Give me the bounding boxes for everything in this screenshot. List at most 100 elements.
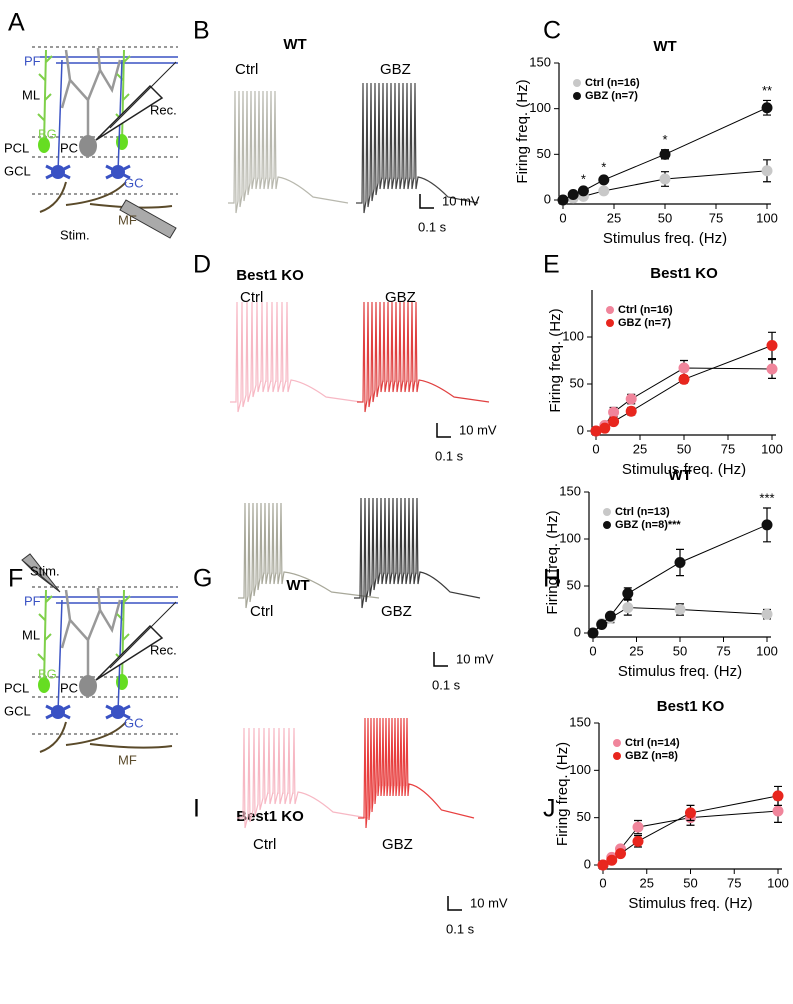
data-point [678, 362, 690, 374]
scale-label: 10 mV [470, 895, 508, 910]
diagram-label: PCL [4, 140, 29, 155]
diagram-label: ML [22, 627, 40, 642]
y-axis-label: Firing freq. (Hz) [544, 510, 561, 614]
y-tick-label: 0 [577, 422, 584, 437]
recording-pipette [95, 624, 164, 681]
x-tick-label: 0 [589, 643, 596, 658]
chart-title: Best1 KO [657, 698, 725, 715]
legend-label: Ctrl (n=16) [618, 304, 673, 316]
bergmann-soma [116, 674, 128, 690]
y-tick-label: 100 [569, 762, 591, 777]
scale-bar [436, 423, 451, 438]
diagram-label: GCL [4, 703, 31, 718]
data-point [761, 519, 773, 531]
data-point [587, 627, 599, 639]
diagram-label: Rec. [150, 642, 177, 657]
condition-label: Ctrl [235, 61, 258, 78]
granule-soma [111, 165, 125, 179]
mossy-fiber [39, 181, 173, 213]
diagram-label: Stim. [30, 563, 60, 578]
legend-marker [606, 306, 614, 314]
x-axis-label: Stimulus freq. (Hz) [603, 230, 727, 247]
panel-label: D [193, 251, 211, 279]
diagram-label: Rec. [150, 102, 177, 117]
recording-pipette [95, 84, 164, 141]
data-point [598, 174, 610, 186]
data-point [761, 102, 773, 114]
x-tick-label: 25 [640, 875, 654, 890]
granule-soma [51, 165, 65, 179]
legend-label: GBZ (n=7) [618, 317, 671, 329]
scale-label: 10 mV [456, 651, 494, 666]
diagram-label: ML [22, 87, 40, 102]
granule-axon [57, 599, 63, 713]
condition-label: GBZ [381, 603, 412, 620]
panel-label: I [193, 795, 200, 823]
condition-label: GBZ [380, 61, 411, 78]
purkinje-soma [79, 135, 97, 157]
panel-label: F [8, 565, 23, 593]
significance-mark: ** [762, 83, 772, 98]
data-point [625, 405, 637, 417]
trace-title: Best1 KO [236, 267, 304, 284]
data-point [761, 608, 773, 620]
y-tick-label: 100 [559, 530, 581, 545]
legend-marker [573, 92, 581, 100]
significance-mark: *** [759, 490, 774, 505]
panel-label: B [193, 17, 210, 45]
data-point [606, 854, 618, 866]
data-point [685, 807, 696, 819]
x-tick-label: 100 [756, 210, 778, 225]
stim-electrode [21, 553, 61, 593]
voltage-trace [357, 301, 490, 413]
scale-bar [433, 652, 448, 667]
x-tick-label: 25 [607, 210, 621, 225]
x-tick-label: 50 [677, 441, 691, 456]
data-point [625, 393, 637, 405]
panel-label: E [543, 251, 560, 279]
x-tick-label: 0 [599, 875, 606, 890]
data-point [567, 189, 579, 201]
voltage-trace [356, 82, 479, 214]
condition-label: GBZ [385, 289, 416, 306]
voltage-trace [230, 301, 362, 413]
stim-electrode [119, 199, 177, 239]
y-tick-label: 150 [529, 54, 551, 69]
panel-label: C [543, 17, 561, 45]
y-axis-label: Firing freq. (Hz) [547, 308, 564, 412]
trace-title: WT [283, 36, 306, 53]
circuit-diagram: PF ML BG PCL PC GCL GC MF Rec. Stim. [4, 553, 178, 767]
y-tick-label: 0 [544, 191, 551, 206]
scale-label: 0.1 s [432, 677, 461, 692]
legend-marker [603, 521, 611, 529]
data-point [598, 185, 610, 197]
x-tick-label: 25 [633, 441, 647, 456]
legend-label: Ctrl (n=16) [585, 77, 640, 89]
x-tick-label: 0 [592, 441, 599, 456]
condition-label: GBZ [382, 836, 413, 853]
y-axis-label: Firing freq. (Hz) [554, 742, 571, 846]
y-tick-label: 0 [574, 624, 581, 639]
scale-label: 10 mV [459, 422, 497, 437]
y-tick-label: 100 [529, 100, 551, 115]
trace-title: Best1 KO [236, 808, 304, 825]
y-axis-label: Firing freq. (Hz) [514, 79, 531, 183]
voltage-trace [354, 497, 481, 609]
x-tick-label: 75 [721, 441, 735, 456]
bergmann-glia [37, 589, 53, 686]
data-point [659, 173, 671, 185]
x-tick-label: 100 [767, 875, 789, 890]
condition-label: Ctrl [240, 289, 263, 306]
data-point [597, 859, 609, 871]
scale-label: 10 mV [442, 193, 480, 208]
legend-label: GBZ (n=7) [585, 90, 638, 102]
granule-axon [57, 59, 63, 173]
bergmann-soma [38, 137, 50, 153]
voltage-trace [238, 502, 380, 609]
chart-title: WT [668, 467, 691, 484]
purkinje-soma [79, 675, 97, 697]
bergmann-soma [116, 134, 128, 150]
data-point [632, 835, 644, 847]
x-tick-label: 75 [727, 875, 741, 890]
